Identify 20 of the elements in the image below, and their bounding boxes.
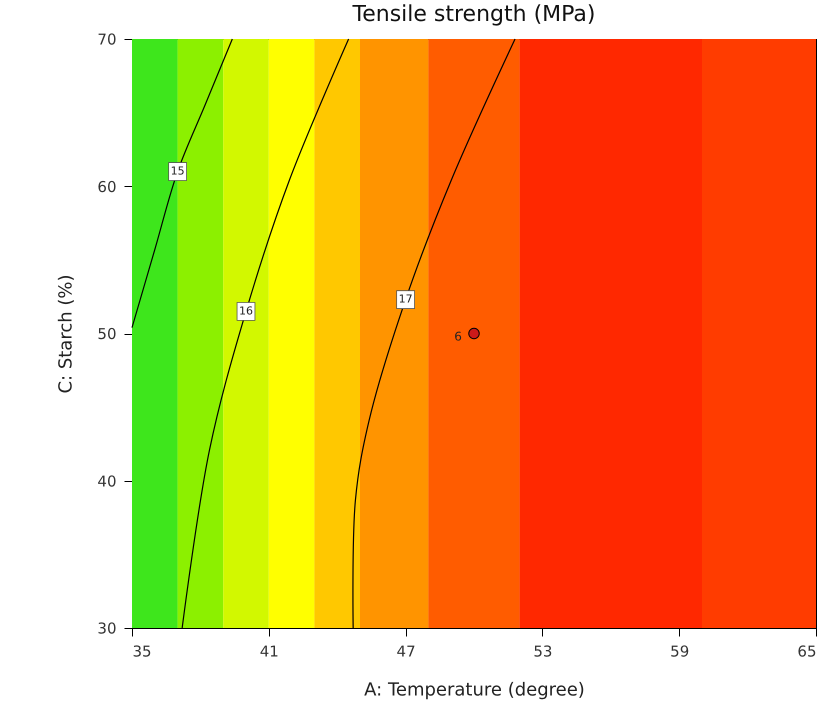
x-axis-title: A: Temperature (degree) bbox=[364, 680, 585, 700]
series-label: 17 bbox=[398, 292, 413, 306]
line-series bbox=[352, 38, 516, 629]
x-tick-label: 41 bbox=[260, 642, 279, 660]
y-tick-label: 70 bbox=[97, 30, 116, 48]
x-tick-label: 35 bbox=[132, 642, 152, 660]
x-tick-label: 59 bbox=[670, 642, 690, 660]
y-tick-label: 50 bbox=[97, 325, 116, 343]
line-series bbox=[131, 38, 233, 328]
chart-title: Tensile strength (MPa) bbox=[352, 2, 596, 27]
series-label: 15 bbox=[170, 164, 185, 178]
y-tick-label: 30 bbox=[97, 620, 116, 638]
y-axis-title: C: Starch (%) bbox=[55, 274, 76, 394]
annotation: 6 bbox=[454, 330, 462, 344]
x-tick-label: 53 bbox=[533, 642, 552, 660]
series-label: 16 bbox=[239, 304, 253, 318]
y-tick-label: 40 bbox=[97, 472, 116, 490]
x-tick-label: 65 bbox=[797, 642, 816, 660]
x-tick-label: 47 bbox=[396, 642, 416, 660]
y-tick-label: 60 bbox=[97, 178, 116, 196]
